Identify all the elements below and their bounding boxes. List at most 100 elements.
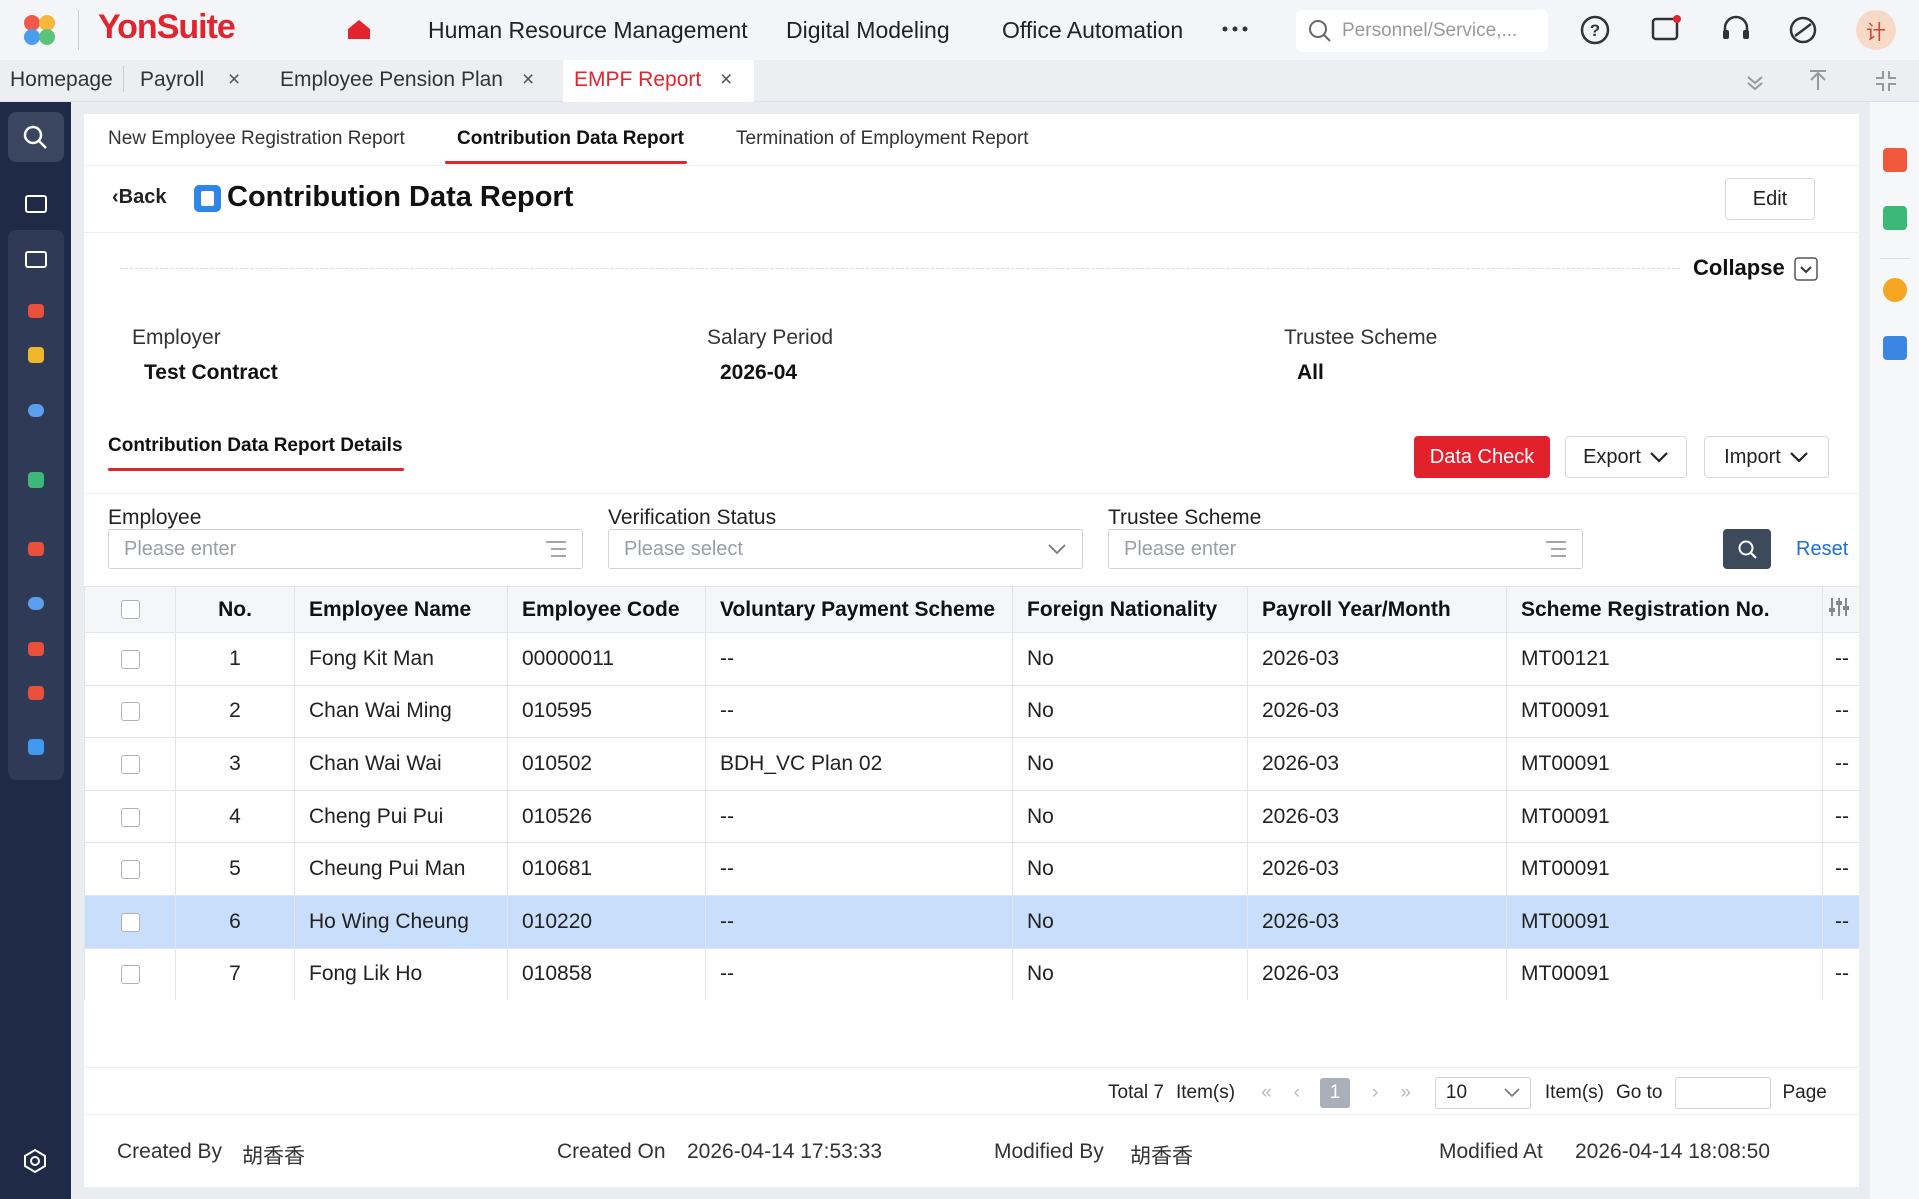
tab-menu-icon[interactable] <box>1745 72 1765 92</box>
table-cell: -- <box>1822 632 1859 686</box>
filter-select[interactable]: Please select <box>608 529 1083 569</box>
sub-tab[interactable]: New Employee Registration Report <box>108 128 405 149</box>
checkbox[interactable] <box>120 807 140 827</box>
more-icon[interactable] <box>1222 26 1248 32</box>
tab[interactable]: Employee Pension Plan <box>280 68 503 91</box>
checkbox[interactable] <box>120 702 140 722</box>
tab-active[interactable]: EMPF Report <box>574 68 702 91</box>
table-cell: -- <box>1822 684 1859 739</box>
table-cell: -- <box>1822 737 1859 791</box>
table-row[interactable]: 6 Ho Wing Cheung 010220 -- No 2026-03 MT00091-… <box>84 894 1859 949</box>
tab[interactable]: Homepage <box>10 68 113 91</box>
info-value: 2026-04 <box>720 361 798 384</box>
export-button[interactable]: Export <box>1565 436 1687 478</box>
search-box[interactable]: Personnel/Service,... <box>1296 10 1548 52</box>
table-row[interactable]: 3 Chan Wai Wai 010502 BDH_VC Plan 02 No 2026-… <box>84 737 1859 791</box>
page-size[interactable]: 10 <box>1434 1077 1531 1109</box>
top-bar: YonSuite Human Resource Management Digit… <box>0 0 1919 60</box>
sub-tab[interactable]: Termination of Employment Report <box>736 128 1029 149</box>
sub-tab-active[interactable]: Contribution Data Report <box>457 128 684 149</box>
table-cell: Cheng Pui Pui <box>294 789 508 844</box>
edit-button[interactable]: Edit <box>1725 178 1815 220</box>
back-label: Back <box>118 186 167 208</box>
service-icon[interactable] <box>1720 14 1752 46</box>
search-button[interactable] <box>1723 529 1771 569</box>
table-cell: -- <box>1822 789 1859 844</box>
reset-link[interactable]: Reset <box>1796 538 1849 560</box>
table-cell: 2 <box>175 684 295 739</box>
table-row[interactable]: 7 Fong Lik Ho 010858 -- No 2026-03 MT00091 -- <box>84 947 1859 1000</box>
footer-value: 2026-04-14 18:08:50 <box>1575 1140 1770 1163</box>
column-header: Scheme Registration No. <box>1506 586 1823 633</box>
tab-close[interactable]: × <box>228 68 241 91</box>
assistant-icon[interactable] <box>1787 14 1819 46</box>
header-select <box>84 586 176 633</box>
filter-label: Trustee Scheme <box>1108 506 1262 529</box>
table-cell: 3 <box>175 737 295 791</box>
filter-input[interactable]: Please enter <box>1108 529 1583 569</box>
table-cell: 1 <box>175 632 295 686</box>
shrink-icon[interactable] <box>1875 70 1897 92</box>
collapse-label[interactable]: Collapse <box>1693 255 1785 280</box>
search-placeholder: Personnel/Service,... <box>1342 20 1518 41</box>
nav-item[interactable]: Digital Modeling <box>786 17 950 43</box>
info-value: All <box>1297 361 1324 384</box>
table-row[interactable]: 1 Fong Kit Man 00000011 -- No 2026-03 MT00121-… <box>84 632 1859 686</box>
table-cell: 010502 <box>507 737 706 791</box>
table-cell: MT00091 <box>1506 789 1823 844</box>
logo-icon <box>24 15 55 45</box>
tab[interactable]: Payroll <box>140 68 205 91</box>
current-page[interactable]: 1 <box>1320 1078 1350 1108</box>
tab-close[interactable]: × <box>720 68 733 91</box>
table-row[interactable]: 4 Cheng Pui Pui 010526 -- No 2026-03 MT00091 -- <box>84 789 1859 844</box>
message-icon[interactable] <box>1650 14 1682 46</box>
data-check-button[interactable]: Data Check <box>1414 436 1550 478</box>
filter-input[interactable]: Please enter <box>108 529 583 569</box>
tab-bar <box>0 60 1919 102</box>
items-label: Item(s) <box>1544 1082 1605 1103</box>
table-cell: MT00091 <box>1506 684 1823 739</box>
column-header: Employee Code <box>507 586 706 633</box>
column-settings[interactable] <box>1822 586 1859 633</box>
first-page[interactable]: « <box>1261 1082 1272 1103</box>
table-row[interactable]: 2 Chan Wai Ming 010595 -- No 2026-03 MT00091 -- <box>84 684 1859 739</box>
table-cell: MT00091 <box>1506 737 1823 791</box>
table-row[interactable]: 5 Cheung Pui Man 010681 -- No 2026-03 MT00091-… <box>84 842 1859 896</box>
table-cell: 7 <box>175 947 295 1000</box>
footer-label: Created By <box>117 1140 223 1163</box>
table-cell: MT00121 <box>1506 632 1823 686</box>
back-button[interactable]: ‹Back <box>112 186 167 208</box>
next-page[interactable]: › <box>1372 1082 1379 1103</box>
footer-label: Modified By <box>994 1140 1104 1163</box>
row-select <box>84 789 176 844</box>
checkbox[interactable] <box>120 600 140 620</box>
footer-value: 胡香香 <box>1130 1145 1193 1168</box>
checkbox[interactable] <box>120 649 140 669</box>
nav-item[interactable]: Office Automation <box>1002 17 1184 43</box>
info-label: Employer <box>132 326 221 349</box>
filter-label: Employee <box>108 506 202 529</box>
table-cell: No <box>1012 737 1248 791</box>
prev-page[interactable]: ‹ <box>1293 1082 1300 1103</box>
checkbox[interactable] <box>120 912 140 932</box>
goto-input[interactable] <box>1674 1077 1771 1109</box>
last-page[interactable]: » <box>1400 1082 1411 1103</box>
help-icon[interactable]: ? <box>1579 14 1611 46</box>
section-title[interactable]: Contribution Data Report Details <box>108 435 403 456</box>
upload-icon[interactable] <box>1808 70 1828 92</box>
pagination: Total 7 Item(s) « ‹ 1 › » 10 Item(s) Go … <box>1108 1077 1827 1109</box>
placeholder: Please enter <box>124 537 237 560</box>
tab-close[interactable]: × <box>522 68 535 91</box>
table-cell: 2026-03 <box>1247 789 1507 844</box>
checkbox[interactable] <box>120 754 140 774</box>
avatar[interactable]: 计 <box>1856 10 1896 50</box>
checkbox[interactable] <box>120 860 140 880</box>
nav-item[interactable]: Human Resource Management <box>428 17 748 43</box>
collapse-icon[interactable] <box>1794 257 1818 281</box>
table-cell: Chan Wai Ming <box>294 684 508 739</box>
table-cell: BDH_VC Plan 02 <box>705 737 1013 791</box>
home-icon[interactable] <box>346 17 372 41</box>
import-button[interactable]: Import <box>1704 436 1829 478</box>
checkbox[interactable] <box>120 965 140 985</box>
